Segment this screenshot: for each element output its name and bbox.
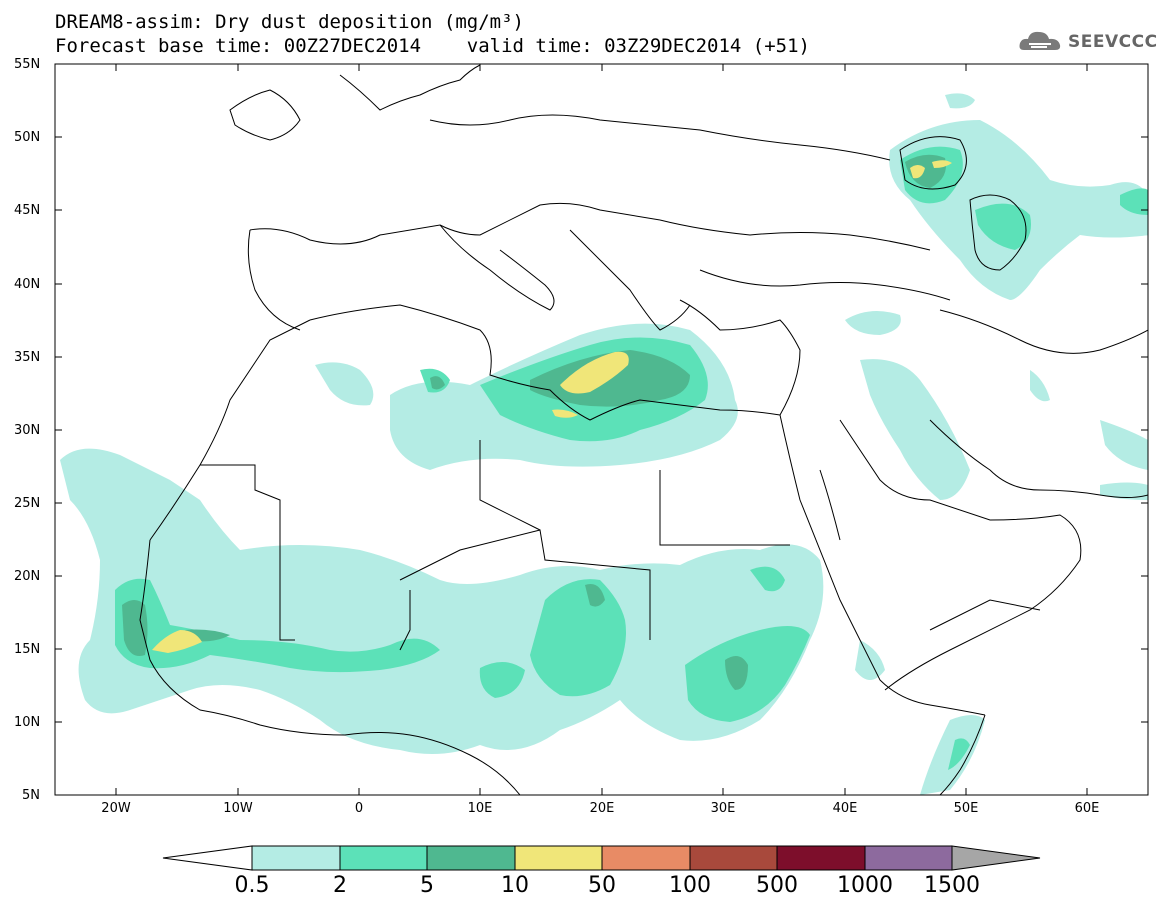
colorbar-swatch-1 <box>251 845 341 871</box>
colorbar-swatch-4 <box>514 845 603 871</box>
lat-label: 15N <box>14 642 41 657</box>
colorbar-label: 0.5 <box>234 873 270 898</box>
coastlines <box>139 64 1148 795</box>
colorbar-label: 100 <box>669 873 711 898</box>
colorbar-over-arrow <box>951 845 1041 871</box>
lon-label: 0 <box>354 801 364 816</box>
lat-label: 35N <box>14 350 41 365</box>
lat-label: 5N <box>22 788 40 803</box>
colorbar-swatch-6 <box>689 845 778 871</box>
colorbar-label: 1500 <box>924 873 980 898</box>
lat-label: 45N <box>14 203 41 218</box>
map-title: DREAM8-assim: Dry dust deposition (mg/m³… <box>55 11 524 33</box>
colorbar-label: 2 <box>333 873 347 898</box>
colorbar-swatch-3 <box>426 845 516 871</box>
colorbar-label: 50 <box>588 873 616 898</box>
lon-label: 10W <box>223 801 253 816</box>
lon-label: 20W <box>101 801 131 816</box>
lon-label: 20E <box>589 801 615 816</box>
lon-label: 10E <box>467 801 493 816</box>
lat-label: 25N <box>14 496 41 511</box>
colorbar-label: 5 <box>420 873 434 898</box>
colorbar-label: 500 <box>756 873 798 898</box>
lon-label: 60E <box>1074 801 1100 816</box>
dust-deposition-fills <box>60 93 1148 795</box>
colorbar-label: 10 <box>501 873 529 898</box>
lat-label: 55N <box>14 57 41 72</box>
colorbar-swatch-8 <box>864 845 953 871</box>
lat-label: 50N <box>14 130 41 145</box>
seevccc-cloud-logo-icon <box>1019 31 1061 50</box>
lat-label: 10N <box>14 715 41 730</box>
logo-text: SEEVCCC <box>1068 32 1158 52</box>
lon-label: 40E <box>832 801 858 816</box>
colorbar-swatch-5 <box>601 845 691 871</box>
colorbar-label: 1000 <box>837 873 893 898</box>
colorbar <box>162 845 1041 871</box>
colorbar-swatch-7 <box>776 845 866 871</box>
forecast-time-line: Forecast base time: 00Z27DEC2014 valid t… <box>55 35 810 57</box>
lon-label: 50E <box>953 801 979 816</box>
lat-label: 30N <box>14 423 41 438</box>
colorbar-swatch-2 <box>339 845 428 871</box>
lon-label: 30E <box>710 801 736 816</box>
lat-label: 40N <box>14 277 41 292</box>
lat-label: 20N <box>14 569 41 584</box>
axis-ticks <box>55 63 1148 795</box>
colorbar-under-arrow <box>162 845 253 871</box>
